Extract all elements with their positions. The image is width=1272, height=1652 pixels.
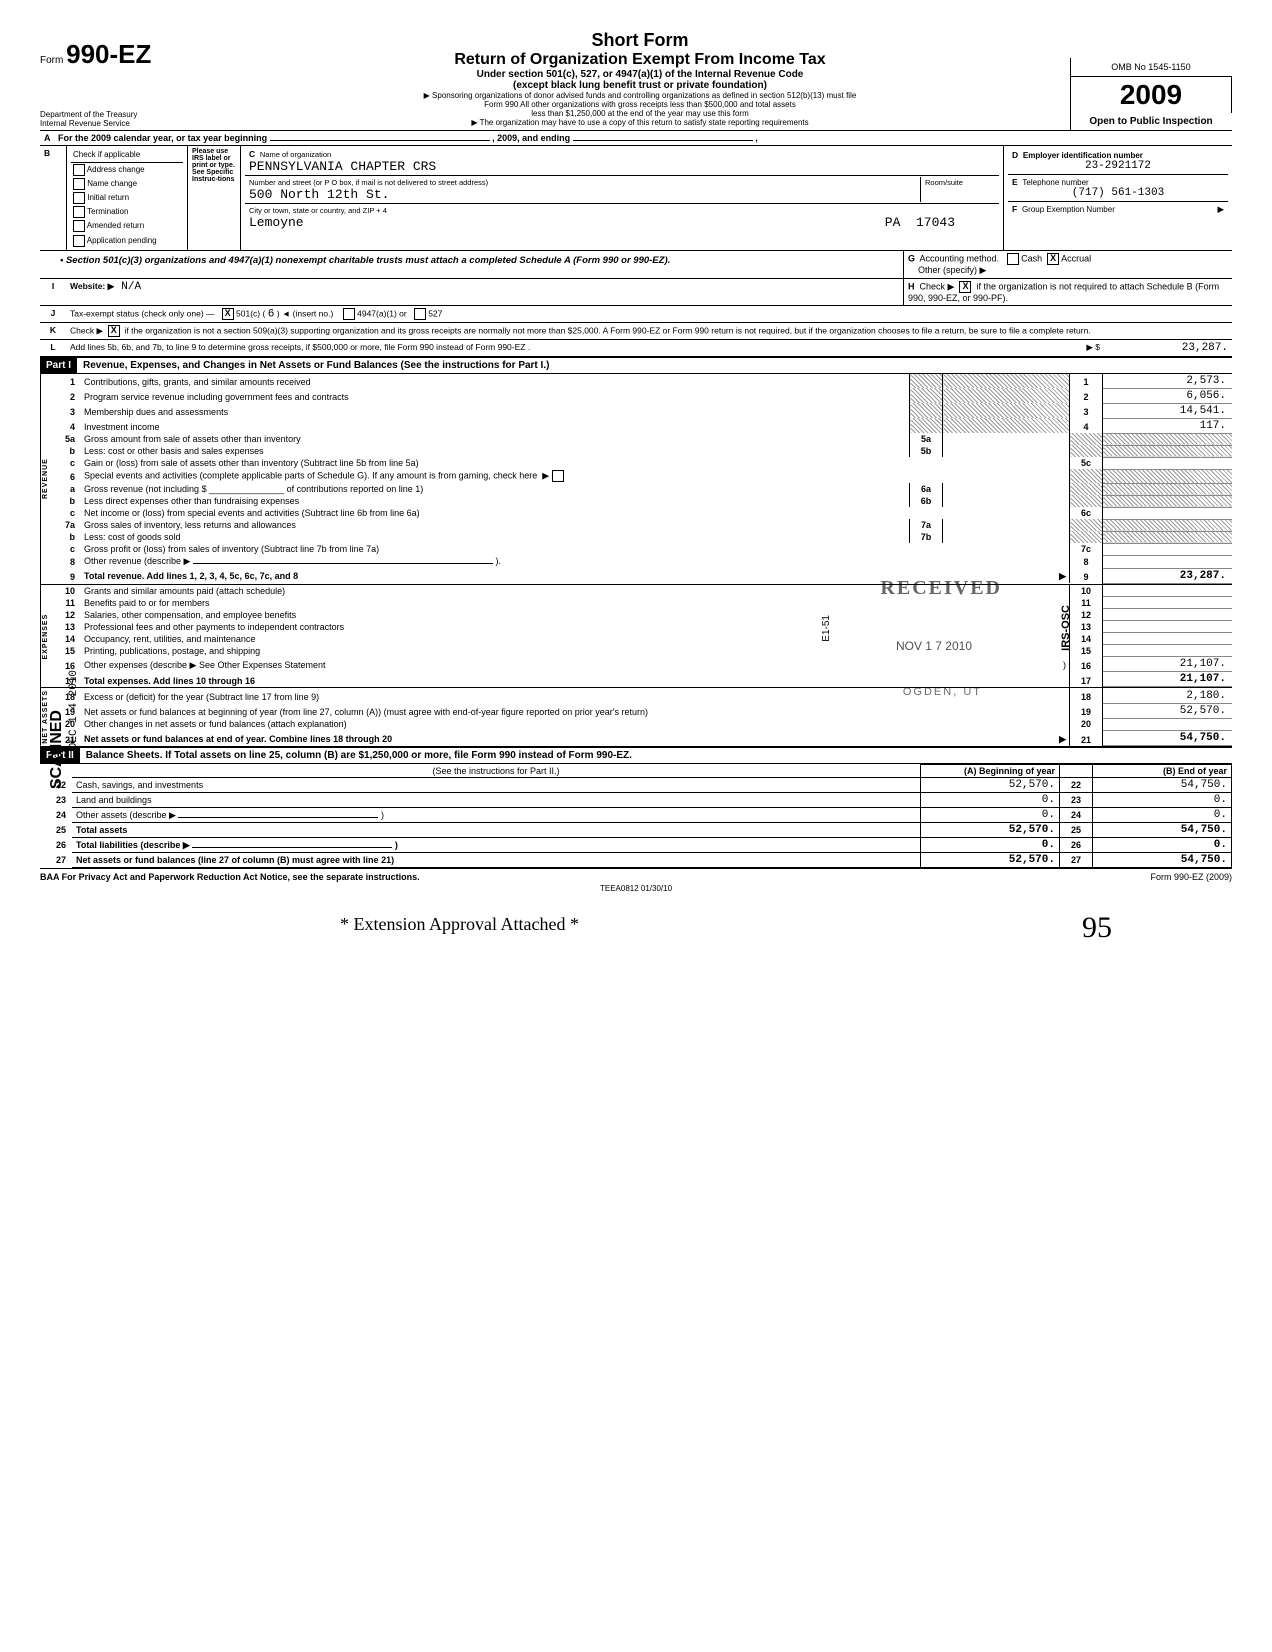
short-form-label: Short Form xyxy=(218,30,1062,51)
irs-osc-stamp: IRS-OSC xyxy=(1060,605,1072,651)
phone: (717) 561-1303 xyxy=(1012,187,1224,199)
netassets-sidelabel: NET ASSETS xyxy=(40,688,50,746)
title-block: Short Form Return of Organization Exempt… xyxy=(210,30,1070,130)
org-city: Lemoyne xyxy=(249,215,304,230)
expenses-table: 10Grants and similar amounts paid (attac… xyxy=(50,585,1232,688)
org-info: C Name of organization PENNSYLVANIA CHAP… xyxy=(241,146,1004,250)
omb-number: OMB No 1545-1150 xyxy=(1070,58,1231,76)
open-inspection: Open to Public Inspection xyxy=(1070,113,1231,130)
fine-2: Form 990 All other organizations with gr… xyxy=(218,100,1062,109)
balance-sheet-table: (See the instructions for Part II.) (A) … xyxy=(40,764,1232,868)
expenses-block: EXPENSES 10Grants and similar amounts pa… xyxy=(40,585,1232,689)
e151-stamp: E1-51 xyxy=(821,615,832,642)
part-1-body: REVENUE 1Contributions, gifts, grants, a… xyxy=(40,374,1232,585)
subtitle-2: (except black lung benefit trust or priv… xyxy=(218,80,1062,91)
letter-b: B xyxy=(44,148,62,158)
org-street: 500 North 12th St. xyxy=(249,187,389,202)
line-k: K Check ▶ X if the organization is not a… xyxy=(40,323,1232,340)
revenue-table: 1Contributions, gifts, grants, and simil… xyxy=(50,374,1232,584)
line-a: A For the 2009 calendar year, or tax yea… xyxy=(40,131,1232,146)
form-page: SCANNED DEC 1 4 2010 Form 990-EZ Departm… xyxy=(40,30,1232,895)
line-j: J Tax-exempt status (check only one) — X… xyxy=(40,306,1232,323)
form-number: Form 990-EZ xyxy=(40,39,210,70)
received-stamp: RECEIVED xyxy=(880,577,1002,600)
received-date-stamp: NOV 1 7 2010 xyxy=(896,639,972,653)
netassets-block: NET ASSETS 18Excess or (deficit) for the… xyxy=(40,688,1232,747)
dept-irs: Internal Revenue Service xyxy=(40,119,210,128)
fine-1: ▶ Sponsoring organizations of donor advi… xyxy=(218,91,1062,100)
teea-code: TEEA0812 01/30/10 xyxy=(40,882,1232,895)
main-title: Return of Organization Exempt From Incom… xyxy=(218,51,1062,69)
website: N/A xyxy=(121,281,141,293)
ein: 23-2921172 xyxy=(1012,160,1224,172)
revenue-sidelabel: REVENUE xyxy=(40,374,50,584)
fine-4: ▶ The organization may have to use a cop… xyxy=(218,118,1062,127)
header-grid: B Check if applicable Address change Nam… xyxy=(40,146,1232,251)
subtitle-1: Under section 501(c), 527, or 4947(a)(1)… xyxy=(218,69,1062,80)
check-if-applicable: Check if applicable Address change Name … xyxy=(67,146,188,250)
part-2-header: Part II Balance Sheets. If Total assets … xyxy=(40,747,1232,764)
netassets-table: 18Excess or (deficit) for the year (Subt… xyxy=(50,688,1232,746)
def-column: D Employer identification number 23-2921… xyxy=(1004,146,1232,250)
tax-year: 2009 xyxy=(1070,76,1232,113)
page-number-handwriting: 95 xyxy=(1082,911,1112,945)
please-block: Please use IRS label or print or type.Se… xyxy=(188,146,241,250)
dept-treasury: Department of the Treasury xyxy=(40,110,210,119)
extension-handwriting: * Extension Approval Attached * xyxy=(340,914,579,935)
expenses-sidelabel: EXPENSES xyxy=(40,585,50,688)
h-i-row: I Website: ▶ N/A H Check ▶ X if the orga… xyxy=(40,279,1232,306)
org-name: PENNSYLVANIA CHAPTER CRS xyxy=(249,159,436,174)
form-header: Form 990-EZ Department of the Treasury I… xyxy=(40,30,1232,131)
ogden-stamp: OGDEN, UT xyxy=(903,686,982,698)
letter-c: C xyxy=(249,149,255,159)
sec501-row: • Section 501(c)(3) organizations and 49… xyxy=(40,251,1232,279)
footer-row: BAA For Privacy Act and Paperwork Reduct… xyxy=(40,868,1232,882)
part-1-header: Part I Revenue, Expenses, and Changes in… xyxy=(40,357,1232,374)
gross-receipts: 23,287. xyxy=(1104,340,1232,356)
fine-3: less than $1,250,000 at the end of the y… xyxy=(218,109,1062,118)
line-l: L Add lines 5b, 6b, and 7b, to line 9 to… xyxy=(40,340,1232,357)
